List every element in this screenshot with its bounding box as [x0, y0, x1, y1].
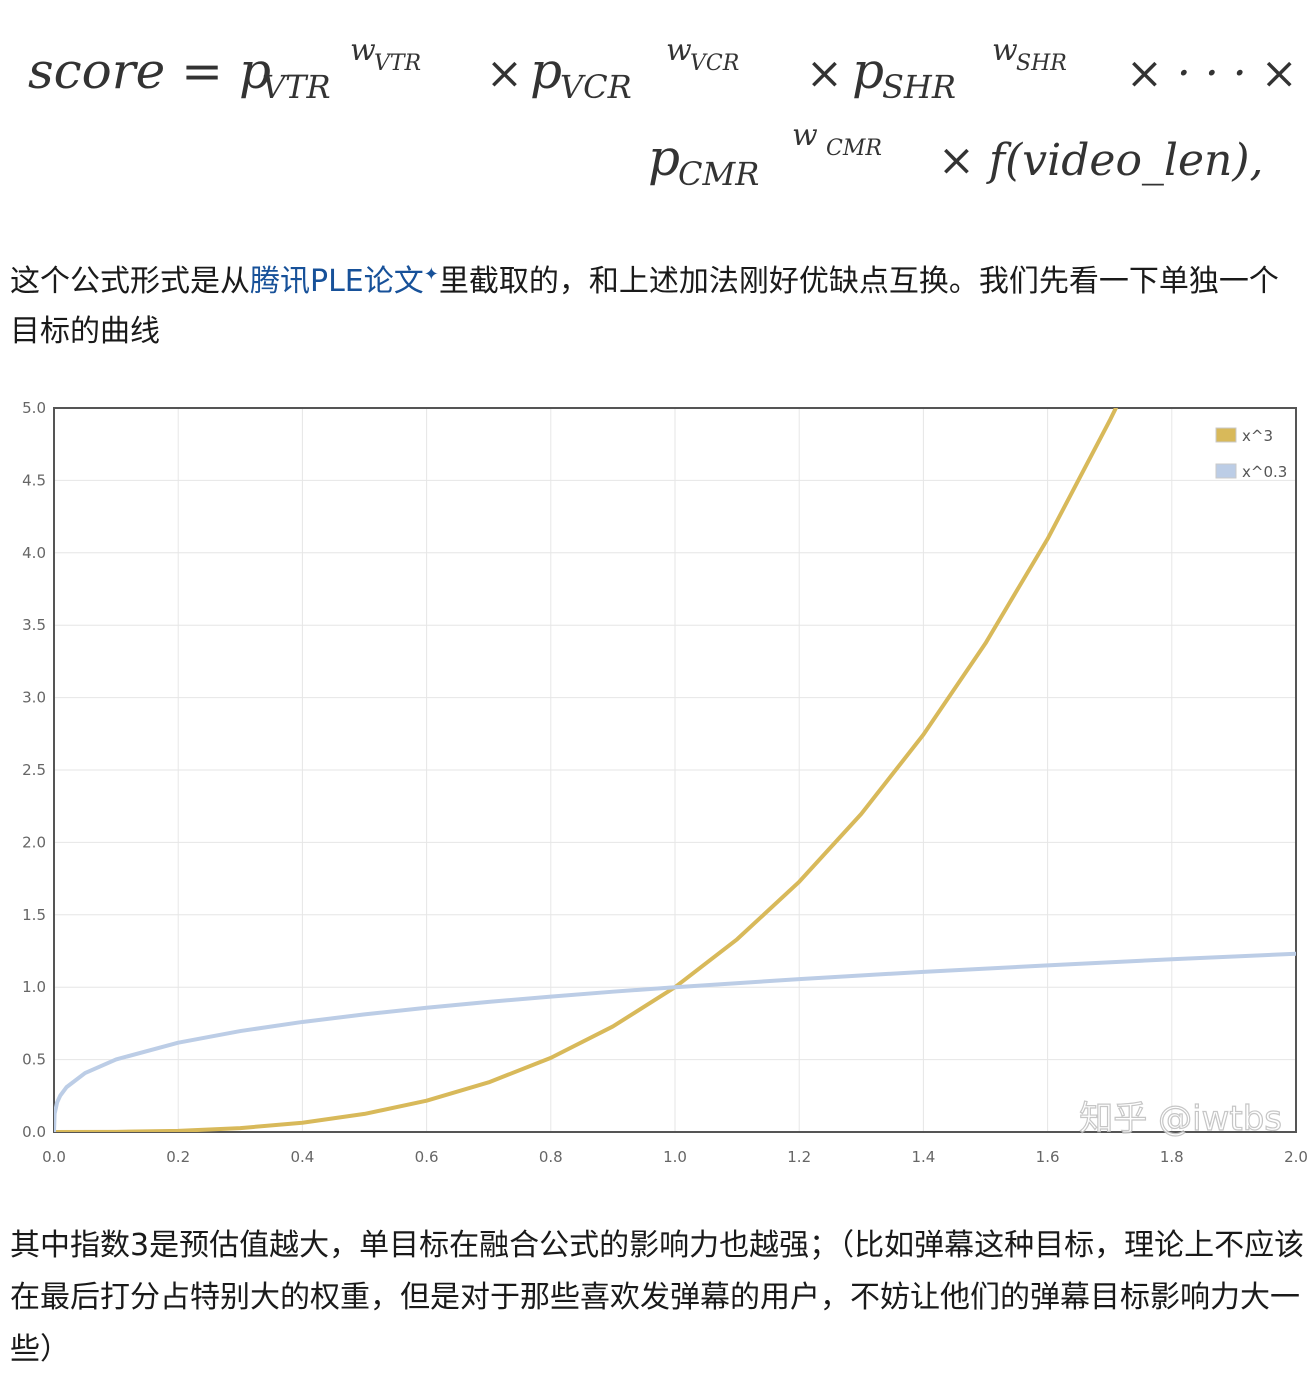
y-tick-label: 4.5	[22, 471, 46, 489]
legend-swatch	[1215, 427, 1237, 443]
formula-sup-cmr: CMR	[826, 136, 882, 161]
formula-sub-cmr: CMR	[678, 155, 759, 193]
watermark: 知乎 @iwtbs	[1079, 1099, 1282, 1139]
y-tick-label: 0.5	[22, 1051, 46, 1069]
ple-paper-link[interactable]: 腾讯PLE论文	[250, 264, 424, 299]
y-tick-label: 2.0	[22, 833, 46, 851]
score-formula: score = p VTR w VTR × p VCR w VCR × p SH…	[0, 0, 1316, 210]
y-tick-label: 4.0	[22, 544, 46, 562]
legend-label: x^3	[1242, 427, 1273, 445]
intro-paragraph: 这个公式形式是从腾讯PLE论文✦里截取的，和上述加法刚好优缺点互换。我们先看一下…	[10, 250, 1306, 357]
legend-swatch	[1215, 463, 1237, 479]
x-tick-label: 0.8	[539, 1148, 563, 1166]
x-tick-label: 2.0	[1284, 1148, 1308, 1166]
legend-label: x^0.3	[1242, 463, 1287, 481]
formula-sup-w2: w	[666, 33, 692, 68]
formula-sup-vcr: VCR	[690, 51, 739, 76]
formula-sup-w1: w	[350, 33, 376, 68]
y-tick-label: 0.0	[22, 1123, 46, 1141]
formula-sup-shr: SHR	[1016, 51, 1067, 76]
formula-p4: p	[648, 129, 680, 187]
formula-sub-shr: SHR	[882, 68, 956, 106]
y-tick-label: 3.5	[22, 616, 46, 634]
x-tick-label: 0.4	[290, 1148, 314, 1166]
y-tick-label: 1.5	[22, 906, 46, 924]
x-tick-label: 0.2	[166, 1148, 190, 1166]
intro-text-before: 这个公式形式是从	[10, 264, 250, 299]
x-tick-label: 1.2	[787, 1148, 811, 1166]
explanation-paragraph: 其中指数3是预估值越大，单目标在融合公式的影响力也越强；（比如弹幕这种目标，理论…	[10, 1228, 1305, 1367]
formula-p2: p	[530, 42, 562, 100]
x-tick-label: 0.6	[415, 1148, 439, 1166]
exponent-curve-chart: 0.0 0.2 0.4 0.6 0.8 1.0 1.2 1.4 1.6 1.8 2.0 0.0 0.5 1…	[0, 390, 1316, 1180]
x-tick-label: 1.8	[1160, 1148, 1184, 1166]
series-line-x03	[54, 951, 1296, 1132]
formula-sup-w4: w	[792, 118, 818, 153]
series-line-x3	[54, 408, 1118, 1132]
formula-sub-vcr: VCR	[560, 68, 632, 106]
x-tick-label: 0.0	[42, 1148, 66, 1166]
formula-sup-vtr: VTR	[374, 51, 421, 76]
formula-p3: p	[852, 42, 884, 100]
y-tick-label: 5.0	[22, 399, 46, 417]
y-tick-label: 1.0	[22, 978, 46, 996]
formula-sup-w3: w	[992, 33, 1018, 68]
formula-tail: × f(video_len),	[938, 135, 1264, 186]
formula-score-p: score = p	[28, 42, 271, 100]
sparkle-icon: ✦	[423, 264, 439, 285]
x-tick-label: 1.6	[1036, 1148, 1060, 1166]
x-tick-label: 1.0	[663, 1148, 687, 1166]
y-tick-label: 2.5	[22, 761, 46, 779]
formula-times1: ×	[486, 48, 523, 99]
intro-text-after: 里截取的，和上述加法刚好优缺点互换。我们先看一下单独一个目标的曲线	[10, 264, 1279, 349]
formula-dots: × · · · ×	[1126, 48, 1298, 99]
formula-sub-vtr: VTR	[262, 68, 331, 106]
formula-times2: ×	[806, 48, 843, 99]
plot-border	[53, 407, 1297, 1133]
x-tick-label: 1.4	[911, 1148, 935, 1166]
y-tick-label: 3.0	[22, 689, 46, 707]
